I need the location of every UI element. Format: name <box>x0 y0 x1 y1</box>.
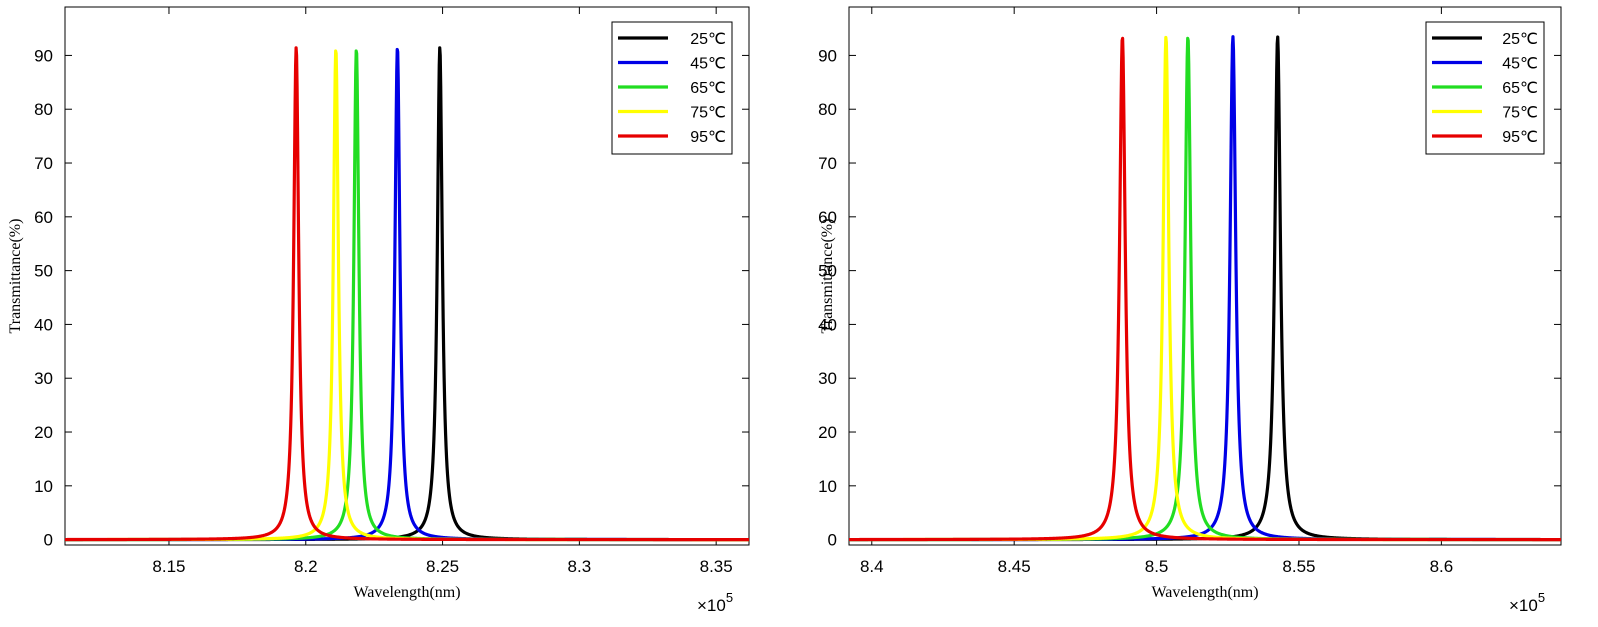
y-tick-label: 50 <box>818 262 837 281</box>
legend-label: 65℃ <box>1502 80 1538 97</box>
y-axis-title: Transmittance(%) <box>819 219 836 334</box>
series-line-95c <box>65 46 749 542</box>
x-tick-label: 8.55 <box>1282 557 1315 576</box>
x-tick-label: 8.4 <box>860 557 884 576</box>
x-tick-label: 8.6 <box>1430 557 1454 576</box>
y-tick-label: 70 <box>34 154 53 173</box>
legend-label: 45℃ <box>690 56 726 73</box>
series-group <box>65 46 749 542</box>
y-tick-label: 40 <box>818 315 837 334</box>
legend-label: 25℃ <box>690 31 726 48</box>
y-tick-label: 80 <box>818 100 837 119</box>
y-tick-label: 20 <box>34 423 53 442</box>
series-group <box>849 35 1561 542</box>
y-tick-label: 0 <box>44 531 53 550</box>
x-tick-label: 8.5 <box>1145 557 1169 576</box>
multiplier-exponent: 5 <box>1538 590 1545 605</box>
x-tick-label: 8.3 <box>568 557 592 576</box>
series-line-95c <box>849 36 1561 542</box>
multiplier-base: ×10 <box>697 596 726 615</box>
legend: 25℃ 45℃ 65℃ 75℃ 95℃ <box>1425 21 1545 155</box>
legend-label: 75℃ <box>1502 105 1538 122</box>
y-tick-label: 20 <box>818 423 837 442</box>
multiplier-exponent: 5 <box>726 590 733 605</box>
x-axis-title: Wavelength(nm) <box>353 584 460 601</box>
x-axis-title: Wavelength(nm) <box>1151 584 1258 601</box>
legend-label: 95℃ <box>1502 129 1538 146</box>
y-tick-label: 70 <box>818 154 837 173</box>
x-axis-multiplier: ×105 <box>1509 590 1545 615</box>
y-tick-label: 50 <box>34 262 53 281</box>
y-tick-label: 60 <box>34 208 53 227</box>
y-tick-label: 10 <box>34 477 53 496</box>
legend-label: 45℃ <box>1502 56 1538 73</box>
legend-label: 75℃ <box>690 105 726 122</box>
multiplier-base: ×10 <box>1509 596 1538 615</box>
y-axis-title: Transmittance(%) <box>7 219 24 334</box>
y-tick-label: 40 <box>34 315 53 334</box>
y-tick-label: 10 <box>818 477 837 496</box>
x-tick-label: 8.15 <box>152 557 185 576</box>
legend-label: 95℃ <box>690 129 726 146</box>
y-tick-label: 0 <box>828 531 837 550</box>
x-tick-label: 8.25 <box>426 557 459 576</box>
legend: 25℃ 45℃ 65℃ 75℃ 95℃ <box>611 21 733 155</box>
x-axis-multiplier: ×105 <box>697 590 733 615</box>
y-tick-label: 80 <box>34 100 53 119</box>
x-tick-label: 8.35 <box>700 557 733 576</box>
x-tick-label: 8.2 <box>294 557 318 576</box>
y-tick-label: 30 <box>34 369 53 388</box>
legend-label: 65℃ <box>690 80 726 97</box>
chart-right: 8.4 8.45 8.5 8.55 8.6 0 10 20 30 40 50 60 70 80 90 Wave… <box>818 6 1562 615</box>
y-tick-label: 30 <box>818 369 837 388</box>
y-tick-label: 60 <box>818 208 837 227</box>
x-tick-label: 8.45 <box>998 557 1031 576</box>
y-tick-label: 90 <box>818 46 837 65</box>
chart-left: 8.15 8.2 8.25 8.3 8.35 0 10 20 30 40 50 60 70 80 90 Wav… <box>7 6 750 615</box>
legend-label: 25℃ <box>1502 31 1538 48</box>
y-tick-label: 90 <box>34 46 53 65</box>
